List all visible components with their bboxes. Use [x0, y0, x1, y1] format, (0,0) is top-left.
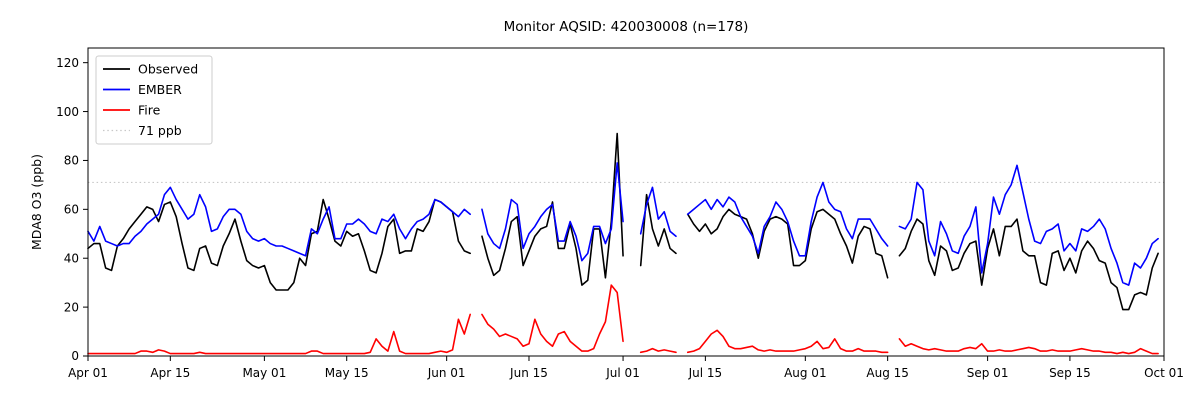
legend-label-ember: EMBER [138, 82, 182, 97]
x-tick-label: Jul 01 [605, 366, 640, 380]
plot-area: 0 20 40 60 80 100 120 Apr 01 Apr 15 May 01 May 15 J… [56, 47, 1184, 380]
x-tick-label: Jun 15 [509, 366, 548, 380]
plot-frame [87, 47, 1165, 357]
series-ember-line [87, 162, 1159, 286]
y-tick-label: 100 [56, 105, 79, 119]
x-tick-label: May 01 [242, 366, 286, 380]
x-tick-label: Jul 15 [688, 366, 723, 380]
y-tick-label: 20 [64, 300, 79, 314]
legend-box [95, 55, 213, 145]
x-tick-label: Aug 15 [866, 366, 909, 380]
x-axis: Apr 01 Apr 15 May 01 May 15 Jun 01 Jun 15 Jul … [68, 356, 1184, 380]
x-tick-label: Apr 01 [68, 366, 108, 380]
y-tick-label: 40 [64, 251, 79, 265]
y-tick-label: 120 [56, 56, 79, 70]
series-fire-line [87, 284, 1159, 355]
y-tick-label: 60 [64, 203, 79, 217]
legend-label-71-ppb: 71 ppb [138, 123, 182, 138]
legend-label-observed: Observed [138, 61, 198, 76]
x-tick-label: Apr 15 [150, 366, 190, 380]
x-tick-label: Sep 15 [1049, 366, 1091, 380]
y-tick-label: 0 [71, 349, 79, 363]
x-tick-label: Sep 01 [967, 366, 1009, 380]
x-tick-label: Aug 01 [784, 366, 827, 380]
legend: Observed EMBER Fire 71 ppb [95, 55, 213, 145]
chart-title: Monitor AQSID: 420030008 (n=178) [504, 19, 749, 35]
legend-label-fire: Fire [138, 102, 161, 117]
y-axis: 0 20 40 60 80 100 120 [56, 56, 88, 363]
series-observed-line [87, 132, 1159, 311]
x-tick-label: May 15 [325, 366, 369, 380]
x-tick-label: Oct 01 [1144, 366, 1184, 380]
x-tick-label: Jun 01 [427, 366, 466, 380]
y-tick-label: 80 [64, 154, 79, 168]
y-axis-label: MDA8 O3 (ppb) [29, 154, 44, 250]
